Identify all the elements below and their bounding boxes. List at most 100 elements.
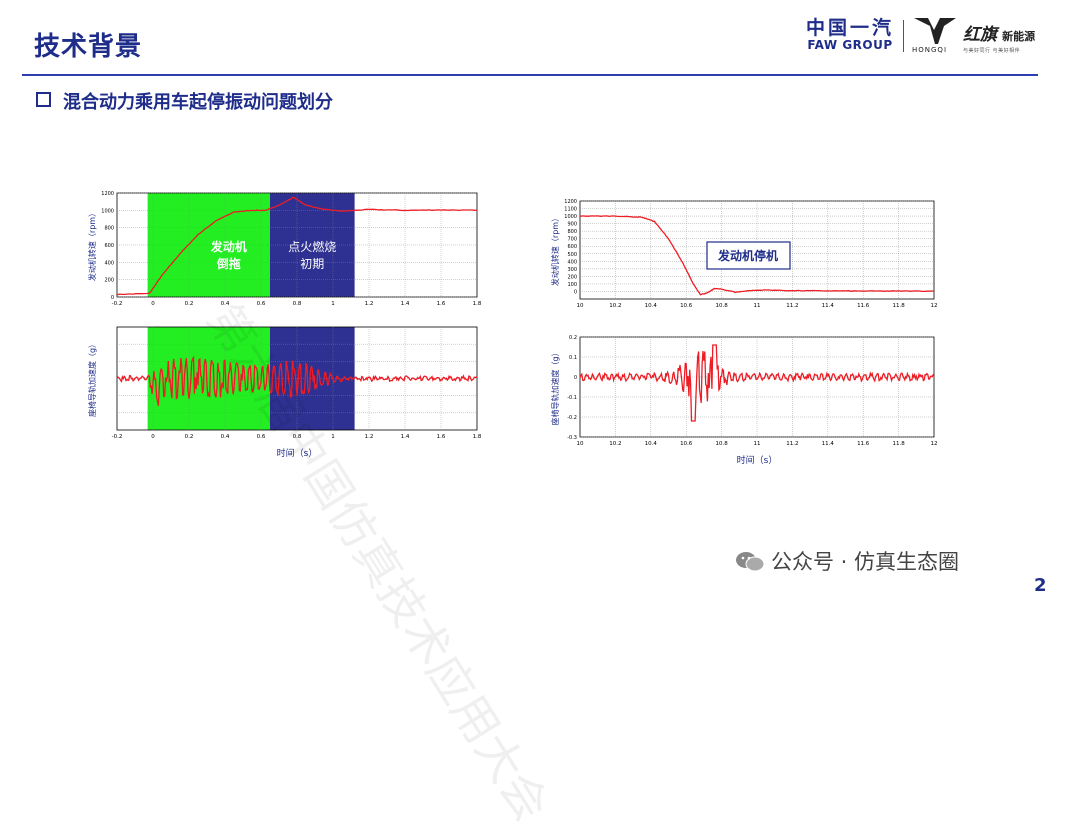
stop-accel-x-tick-label: 11.2: [786, 441, 798, 447]
start-speed-y-tick-label: 600: [104, 243, 114, 249]
bullet-square-icon: [36, 92, 51, 107]
footer-wechat-text: 公众号 · 仿真生态圈: [771, 550, 960, 574]
start-speed-x-tick-label: 0.4: [221, 301, 230, 307]
section-title: 混合动力乘用车起停振动问题划分: [63, 92, 333, 113]
hongqi-slogan: 与美好同行 与美好相伴: [963, 48, 1021, 54]
start-speed-x-tick-label: 0.6: [257, 301, 266, 307]
stop-accel-y-tick-label: -0.3: [567, 435, 577, 441]
faw-logo-en: FAW GROUP: [807, 38, 893, 52]
page-title: 技术背景: [34, 32, 143, 62]
start-speed-phase-label-0-0: 发动机: [210, 239, 247, 254]
stop-accel-x-tick-label: 11.8: [892, 441, 905, 447]
footer-wechat: 公众号 · 仿真生态圈: [735, 546, 959, 576]
hongqi-script: 红旗: [963, 25, 997, 45]
start-accel-x-tick-label: 1.8: [473, 434, 482, 440]
stop-speed-y-tick-label: 400: [567, 259, 577, 265]
stop-speed-y-tick-label: 900: [567, 222, 577, 228]
stop-speed-series-line: [579, 215, 935, 296]
stop-speed-x-tick-label: 11.8: [892, 303, 905, 309]
stop-speed-x-tick-label: 10.4: [645, 303, 658, 309]
start-speed-phase-label-1-0: 点火燃烧: [288, 239, 336, 254]
stop-speed-y-tick-label: 600: [567, 244, 577, 250]
stop-speed-y-tick-label: 300: [567, 267, 577, 273]
stop-accel-x-tick-label: 10.8: [715, 441, 728, 447]
start-speed-phase-region-1: [270, 193, 355, 297]
start-accel-y-axis-label: 座椅导轨加速度（g）: [87, 340, 97, 417]
wechat-icon: [736, 552, 765, 572]
stop-speed-annotation-box: [706, 241, 791, 270]
stop-accel-y-tick-label: 0.1: [569, 355, 577, 361]
stop-accel-y-tick-label: 0: [574, 375, 577, 381]
start-speed-x-tick-label: 1.4: [401, 301, 410, 307]
stop-accel-x-tick-label: 10.6: [680, 441, 693, 447]
stop-accel-y-axis-label: 座椅导轨加速度（g）: [550, 348, 560, 425]
start-speed-phase-label-0-1: 倒拖: [216, 256, 241, 271]
start-speed-y-tick-label: 400: [104, 260, 114, 266]
title-rule: [22, 74, 1038, 76]
start-accel-x-tick-label: 0.2: [185, 434, 194, 440]
hongqi-ne-text: 新能源: [1002, 30, 1036, 43]
stop-speed-x-tick-label: 10.8: [715, 303, 728, 309]
start-speed-x-tick-label: 0.8: [293, 301, 302, 307]
start-speed-y-tick-label: 200: [104, 278, 114, 284]
stop-speed-y-tick-label: 200: [567, 274, 577, 280]
stop-accel-x-tick-label: 12: [931, 441, 938, 447]
stop-speed-x-tick-label: 12: [931, 303, 938, 309]
stop-speed-x-tick-label: 10.6: [680, 303, 693, 309]
faw-logo: 中国一汽 FAW GROUP: [806, 18, 894, 52]
stop-accel-x-tick-label: 11.4: [822, 441, 835, 447]
start-speed-y-axis-label: 发动机转速（rpm）: [87, 209, 97, 281]
stop-speed-x-tick-label: 11: [754, 303, 761, 309]
start-accel-x-tick-label: -0.2: [112, 434, 123, 440]
stop-speed-x-tick-label: 11.4: [822, 303, 835, 309]
stop-speed-x-tick-label: 11.6: [857, 303, 870, 309]
stop-accel-y-tick-label: 0.2: [569, 335, 577, 341]
start-speed-y-tick-label: 0: [111, 295, 114, 301]
stop-accel-x-axis-label: 时间（s）: [737, 454, 778, 466]
stop-speed-y-tick-label: 100: [567, 282, 577, 288]
start-speed-x-tick-label: 0.2: [185, 301, 194, 307]
start-accel-x-tick-label: 0: [151, 434, 155, 440]
stop-speed-y-tick-label: 1200: [564, 199, 577, 205]
start-accel-x-tick-label: 1.2: [365, 434, 374, 440]
stop-speed-y-tick-label: 0: [574, 289, 577, 295]
start-accel-phase-region-1: [270, 327, 355, 430]
section-heading: 混合动力乘用车起停振动问题划分: [36, 88, 333, 114]
stop-speed-y-tick-label: 700: [567, 237, 577, 243]
logo-divider: [903, 20, 904, 52]
start-speed-y-tick-label: 1000: [101, 208, 114, 214]
start-accel-x-tick-label: 0.4: [221, 434, 230, 440]
stop-speed-x-tick-label: 11.2: [786, 303, 798, 309]
stop-speed-annotation-text: 发动机停机: [717, 248, 778, 263]
start-speed-x-tick-label: 1.2: [365, 301, 374, 307]
stop-accel-x-tick-label: 10.4: [645, 441, 658, 447]
start-speed-y-tick-label: 800: [104, 226, 114, 232]
stop-speed-y-tick-label: 1100: [564, 207, 577, 213]
stop-speed-y-axis-label: 发动机转速（rpm）: [550, 214, 560, 286]
start-accel-x-tick-label: 1: [331, 434, 335, 440]
stop-accel-series-line: [579, 344, 935, 422]
faw-logo-cn: 中国一汽: [806, 17, 895, 39]
hongqi-emblem-icon: HONGQI: [910, 14, 960, 58]
stop-speed-x-tick-label: 10.2: [609, 303, 621, 309]
stop-accel-x-tick-label: 10.2: [609, 441, 621, 447]
hongqi-ne-logo: 红旗 新能源 与美好同行 与美好相伴: [963, 20, 1035, 54]
start-accel-x-tick-label: 0.8: [293, 434, 302, 440]
stop-accel-x-tick-label: 11.6: [857, 441, 870, 447]
start-accel-x-tick-label: 1.4: [401, 434, 410, 440]
start-speed-x-tick-label: 1: [331, 301, 335, 307]
stop-speed-y-tick-label: 800: [567, 229, 577, 235]
start-accel-series-line: [116, 355, 478, 406]
start-accel-x-tick-label: 0.6: [257, 434, 266, 440]
page-number: 2: [1034, 575, 1047, 596]
start-accel-x-tick-label: 1.6: [437, 434, 446, 440]
stop-accel-x-tick-label: 11: [754, 441, 761, 447]
start-accel-x-axis-label: 时间（s）: [277, 447, 318, 459]
stop-accel-y-tick-label: -0.2: [567, 415, 577, 421]
start-speed-x-tick-label: 1.8: [473, 301, 482, 307]
stop-speed-y-tick-label: 500: [567, 252, 577, 258]
start-speed-x-tick-label: 1.6: [437, 301, 446, 307]
stop-speed-x-tick-label: 10: [577, 303, 584, 309]
start-speed-series-line: [116, 196, 478, 296]
